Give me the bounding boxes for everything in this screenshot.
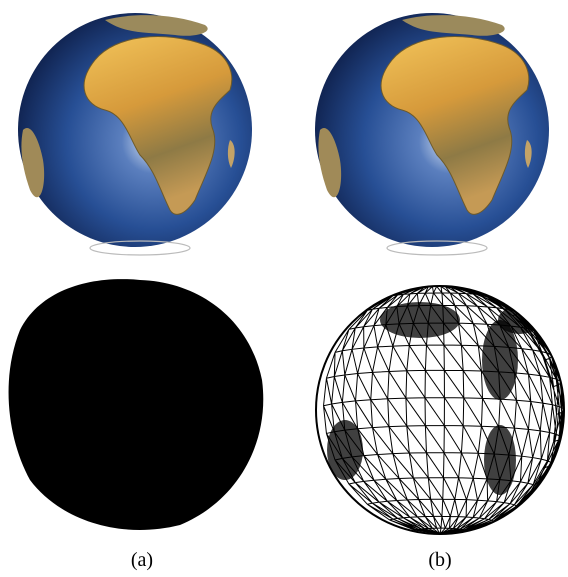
panel-caption: (a) — [131, 549, 153, 571]
figure: (a) (b) — [0, 0, 568, 577]
globe-render-b — [315, 13, 549, 255]
panel-caption: (b) — [428, 549, 451, 571]
silhouette — [9, 279, 264, 530]
dense-mesh-region — [380, 302, 460, 338]
globe-render-a — [18, 13, 252, 255]
dense-mesh-region — [484, 425, 516, 495]
